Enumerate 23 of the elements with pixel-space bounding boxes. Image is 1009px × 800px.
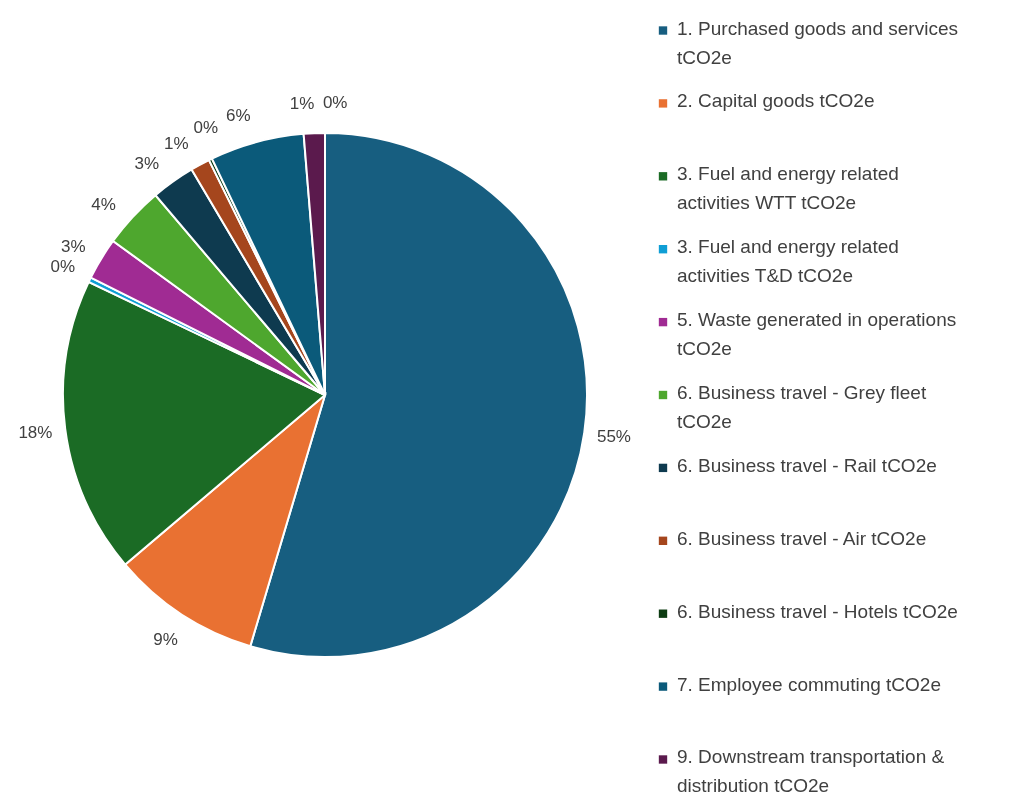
legend-label: 9. Downstream transportation & distribution tCO2e <box>677 746 945 797</box>
text: 0% <box>322 93 348 113</box>
legend-label: 5. Waste generated in operations tCO2e <box>677 309 957 360</box>
legend-label: 6. Business travel - Air tCO2e <box>677 527 927 549</box>
data-label: 9% <box>153 629 178 649</box>
legend-label: 3. Fuel and energy related activities WTT tCO2e <box>677 163 899 214</box>
data-label: 3% <box>60 237 86 257</box>
data-label: 1% <box>164 133 189 153</box>
data-label: 3% <box>134 153 160 173</box>
legend-label: 1. Purchased goods and services tCO2e <box>677 17 958 68</box>
data-label: 18% <box>18 422 53 442</box>
data-label: 0% <box>193 118 219 138</box>
data-label: 4% <box>91 194 116 214</box>
data-label: 1% <box>289 93 315 113</box>
data-label: 55% <box>596 427 631 447</box>
legend-label: 6. Business travel - Grey fleet tCO2e <box>677 382 927 432</box>
data-label: 6% <box>225 106 251 126</box>
legend-label: 2. Capital goods tCO2e <box>677 90 875 112</box>
data-label: 0% <box>50 256 76 276</box>
legend-label: 6. Business travel - Rail tCO2e <box>677 454 937 476</box>
legend-label: 6. Business travel - Hotels tCO2e <box>677 600 958 622</box>
legend-label: 3. Fuel and energy related activities T&D tCO2e <box>677 236 899 287</box>
legend-label: 7. Employee commuting tCO2e <box>677 673 942 695</box>
